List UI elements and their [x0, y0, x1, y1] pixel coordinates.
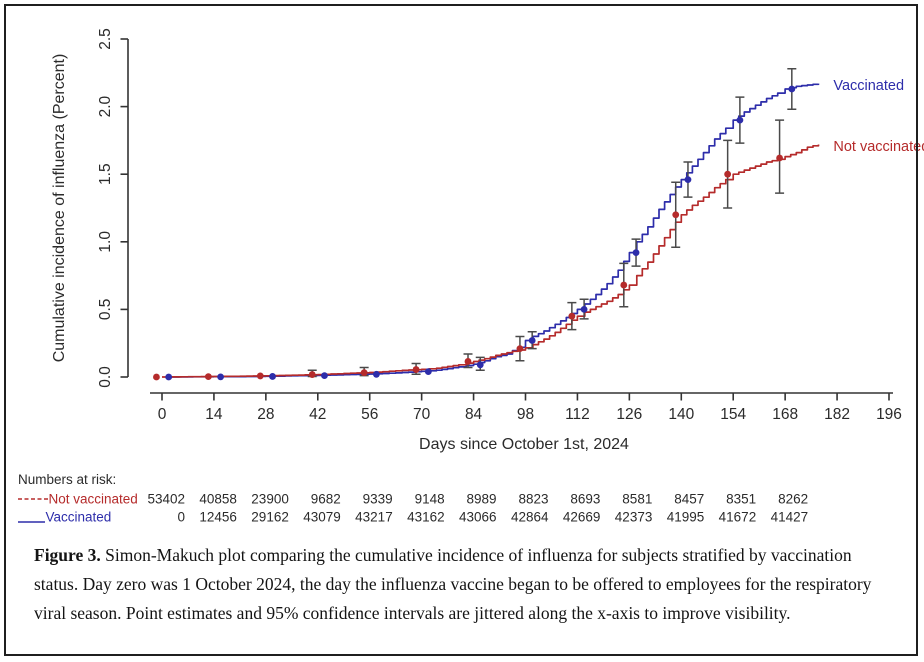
x-tick-label: 126	[616, 406, 642, 423]
risk-value: 43217	[355, 510, 393, 525]
risk-value: 41672	[719, 510, 757, 525]
series-label: Not vaccinated	[833, 139, 924, 155]
x-tick-label: 0	[158, 406, 167, 423]
point-marker	[620, 281, 628, 289]
x-tick-label: 98	[517, 406, 534, 423]
risk-value: 42864	[511, 510, 549, 525]
point-marker	[724, 170, 732, 178]
point-marker	[424, 368, 432, 375]
y-axis-title: Cumulative incidence of influenza (Perce…	[51, 54, 68, 363]
x-tick-label: 70	[413, 406, 431, 423]
point-marker	[528, 337, 536, 344]
point-marker	[372, 370, 380, 378]
risk-value: 43079	[303, 510, 341, 525]
risk-value: 8457	[674, 492, 704, 507]
x-tick-label: 14	[205, 406, 223, 423]
simon-makuch-chart: 0.0 0.5 1.0 1.5 2.0 2.5 0 14 28 42 56 70 84 98 112 126 1…	[18, 28, 924, 525]
risk-row-label: Not vaccinated	[49, 492, 138, 507]
risk-value: 41427	[771, 510, 809, 525]
risk-value: 8351	[726, 492, 756, 507]
x-tick-label: 112	[565, 406, 590, 423]
figure-caption-label: Figure 3.	[34, 545, 101, 565]
point-marker	[516, 345, 524, 353]
x-tick-label: 28	[257, 406, 274, 423]
series-label: Vaccinated	[833, 78, 904, 94]
point-marker	[568, 312, 576, 320]
risk-value: 53402	[147, 492, 185, 507]
x-tick-label: 140	[668, 406, 694, 423]
risk-value: 40858	[199, 492, 237, 507]
x-tick-label: 182	[824, 406, 850, 423]
point-marker	[672, 211, 680, 219]
risk-value: 23900	[251, 492, 289, 507]
risk-row-label: Vaccinated	[46, 510, 112, 525]
y-tick-label: 1.0	[97, 231, 114, 253]
risk-value: 41995	[667, 510, 705, 525]
point-marker	[321, 372, 328, 380]
point-marker	[776, 154, 783, 162]
risk-value: 8693	[570, 492, 600, 507]
point-marker	[476, 361, 484, 369]
point-marker	[269, 373, 276, 380]
risk-value: 9682	[311, 492, 341, 507]
risk-table-title: Numbers at risk:	[18, 472, 116, 487]
point-marker	[412, 366, 420, 373]
point-marker	[684, 176, 692, 184]
point-marker	[153, 373, 160, 381]
risk-value: 42373	[615, 510, 653, 525]
risk-value: 8262	[778, 492, 808, 507]
x-tick-label: 154	[720, 406, 746, 423]
curve-not-vaccinated	[162, 144, 820, 378]
risk-value: 8581	[622, 492, 652, 507]
point-marker	[165, 373, 173, 381]
point-marker	[360, 369, 368, 377]
risk-value: 43162	[407, 510, 445, 525]
x-tick-label: 168	[772, 406, 798, 423]
x-tick-label: 56	[361, 406, 378, 423]
point-marker	[632, 249, 640, 257]
x-axis-title: Days since October 1st, 2024	[419, 436, 629, 453]
risk-value: 0	[177, 510, 185, 525]
point-marker	[204, 373, 212, 380]
y-tick-label: 2.0	[97, 95, 114, 117]
point-marker	[256, 372, 264, 380]
point-marker	[580, 306, 588, 313]
point-marker	[788, 85, 796, 93]
y-tick-label: 2.5	[97, 28, 114, 50]
x-tick-label: 42	[309, 406, 326, 423]
y-tick-label: 0.5	[97, 299, 114, 321]
curve-vaccinated	[165, 83, 820, 378]
risk-value: 8823	[518, 492, 548, 507]
point-marker	[308, 371, 316, 378]
risk-value: 29162	[251, 510, 289, 525]
y-tick-label: 0.0	[97, 366, 114, 388]
x-tick-label: 84	[465, 406, 483, 423]
figure-caption: Figure 3. Simon-Makuch plot comparing th…	[34, 541, 872, 628]
figure-caption-text: Simon-Makuch plot comparing the cumulati…	[34, 545, 872, 623]
point-marker	[736, 116, 744, 124]
risk-value: 9148	[415, 492, 445, 507]
risk-value: 12456	[199, 510, 237, 525]
risk-value: 9339	[363, 492, 393, 507]
risk-value: 43066	[459, 510, 497, 525]
y-tick-label: 1.5	[97, 163, 114, 185]
point-marker	[464, 358, 472, 365]
risk-value: 42669	[563, 510, 601, 525]
x-tick-label: 196	[876, 406, 902, 423]
risk-value: 8989	[467, 492, 497, 507]
point-marker	[217, 373, 225, 381]
